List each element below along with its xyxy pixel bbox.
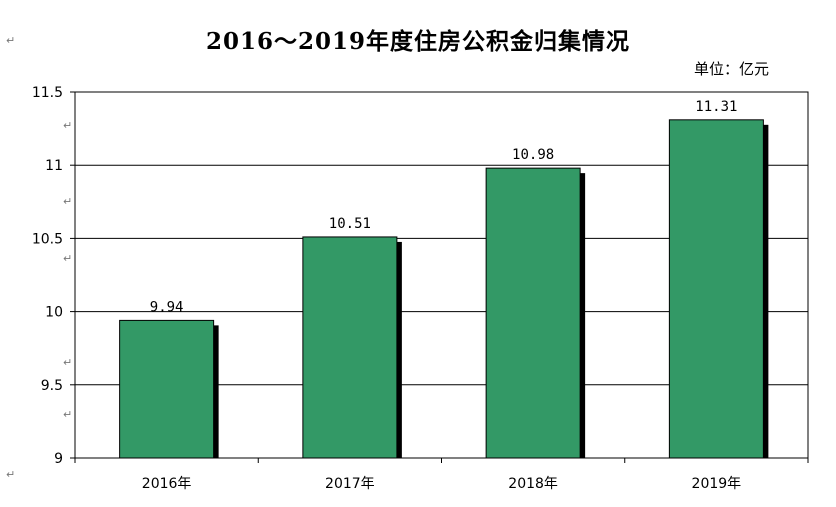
y-tick-label: 9.5	[41, 378, 63, 394]
bar	[302, 236, 398, 459]
paragraph-mark: ↵	[63, 119, 72, 132]
bar	[668, 119, 764, 459]
paragraph-mark: ↵	[63, 408, 72, 421]
paragraph-mark: ↵	[63, 195, 72, 208]
paragraph-mark: ↵	[6, 34, 15, 47]
x-category-label: 2017年	[325, 476, 375, 492]
paragraph-mark: ↵	[6, 468, 15, 481]
chart-title: 2016～2019年度住房公积金归集情况	[205, 28, 631, 55]
data-label: 9.94	[150, 299, 184, 315]
unit-label: 单位：亿元	[694, 60, 770, 78]
data-label: 11.31	[695, 99, 737, 115]
y-tick-label: 10.5	[32, 231, 63, 247]
x-category-label: 2019年	[692, 476, 742, 492]
x-category-label: 2016年	[142, 476, 192, 492]
y-tick-label: 11	[45, 158, 63, 174]
paragraph-mark: ↵	[63, 252, 72, 265]
paragraph-mark: ↵	[63, 356, 72, 369]
bar	[119, 319, 215, 459]
data-label: 10.51	[329, 216, 371, 232]
y-tick-label: 9	[54, 451, 63, 467]
bar	[485, 167, 581, 459]
data-label: 10.98	[512, 147, 554, 163]
y-tick-label: 10	[45, 305, 63, 321]
y-tick-label: 11.5	[32, 85, 63, 101]
x-category-label: 2018年	[508, 476, 558, 492]
